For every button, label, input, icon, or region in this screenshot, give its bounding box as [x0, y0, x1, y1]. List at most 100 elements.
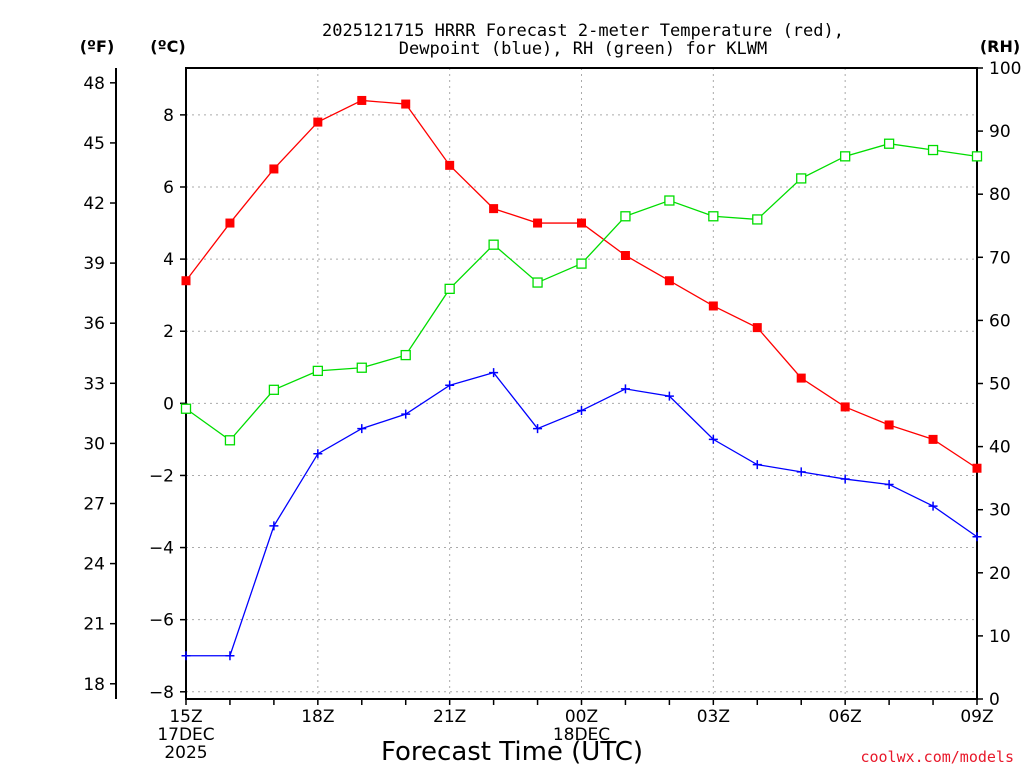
rh-point — [796, 173, 807, 184]
fahrenheit-tick-label: 27 — [83, 494, 105, 514]
rh-point — [840, 151, 851, 162]
temperature-point — [269, 164, 279, 174]
rh-tick-label: 70 — [989, 248, 1011, 268]
rh-point — [971, 151, 983, 162]
temperature-point — [928, 434, 938, 444]
temperature-point — [664, 276, 674, 286]
x-axis-label: Forecast Time (UTC) — [381, 737, 643, 767]
plot-frame — [185, 67, 978, 700]
dewpoint-point — [884, 479, 894, 489]
x-tick-label: 2025 — [164, 743, 207, 763]
dewpoint-point — [972, 532, 982, 542]
x-tick-label: 09Z — [960, 707, 993, 727]
rh-tick-label: 60 — [989, 311, 1011, 331]
rh-point — [576, 258, 587, 269]
temperature-point — [840, 402, 850, 412]
celsius-tick-label: −6 — [149, 611, 174, 631]
celsius-tick-label: 4 — [163, 250, 174, 270]
rh-point — [927, 144, 939, 156]
x-tick-label: 21Z — [433, 707, 466, 727]
dewpoint-point — [357, 424, 367, 434]
dewpoint-point — [181, 651, 191, 661]
dewpoint-point — [269, 521, 279, 531]
celsius-tick-label: 0 — [163, 394, 174, 414]
temperature-point — [181, 276, 191, 286]
x-tick-label: 06Z — [829, 707, 862, 727]
temperature-point — [577, 218, 586, 228]
temperature-point — [445, 160, 455, 170]
temperature-point — [533, 218, 543, 228]
rh-tick-label: 100 — [989, 59, 1021, 79]
rh-tick-label: 90 — [989, 122, 1011, 142]
rh-tick-label: 50 — [989, 375, 1011, 395]
celsius-tick-label: 8 — [163, 106, 174, 126]
rh-point — [400, 349, 411, 361]
temperature-point — [708, 301, 718, 311]
fahrenheit-tick-label: 42 — [83, 194, 105, 214]
dewpoint-point — [489, 368, 499, 378]
rh-axis-label: (RH) — [980, 37, 1020, 56]
temperature-point — [313, 117, 323, 127]
rh-tick-label: 0 — [989, 690, 1000, 710]
fahrenheit-tick-label: 30 — [83, 434, 105, 454]
x-tick-label: 18Z — [301, 707, 334, 727]
dewpoint-point — [796, 467, 806, 477]
celsius-tick-label: −4 — [149, 539, 174, 559]
dewpoint-point — [577, 406, 586, 416]
x-tick-label: 15Z — [169, 707, 202, 727]
celsius-tick-label: −2 — [149, 466, 174, 486]
temperature-point — [752, 323, 762, 333]
dewpoint-point — [313, 449, 323, 459]
fahrenheit-axis-label: (ºF) — [80, 37, 115, 56]
rh-point — [664, 195, 675, 206]
dewpoint-line — [186, 371, 978, 657]
tick-labels: 1821242730333639424548−8−6−4−20246801020… — [83, 59, 1021, 763]
fahrenheit-tick-label: 36 — [83, 314, 105, 334]
rh-point — [708, 211, 719, 222]
source-watermark: coolwx.com/models — [860, 748, 1014, 766]
rh-tick-label: 80 — [989, 185, 1011, 205]
dewpoint-point — [620, 384, 630, 394]
rh-point — [444, 283, 455, 295]
rh-tick-label: 30 — [989, 501, 1011, 521]
temperature-point — [401, 99, 411, 109]
fahrenheit-tick-label: 39 — [83, 254, 105, 274]
dewpoint-point — [928, 501, 938, 511]
dewpoint-point — [664, 391, 674, 401]
celsius-tick-label: −8 — [149, 683, 174, 703]
fahrenheit-tick-label: 33 — [83, 374, 105, 394]
dewpoint-point — [225, 651, 235, 661]
fahrenheit-tick-label: 21 — [83, 615, 105, 635]
rh-point — [356, 362, 367, 373]
temperature-point — [620, 250, 630, 260]
rh-point — [312, 365, 323, 377]
rh-tick-label: 10 — [989, 627, 1011, 647]
x-tick-label: 00Z — [565, 707, 598, 727]
grid-lines — [186, 68, 977, 699]
fahrenheit-tick-label: 24 — [83, 555, 105, 575]
rh-point — [532, 277, 543, 288]
rh-point — [268, 384, 280, 395]
dewpoint-point — [533, 424, 543, 434]
rh-point — [620, 211, 631, 222]
rh-point — [752, 214, 763, 225]
temperature-point — [225, 218, 235, 228]
chart-subtitle: Dewpoint (blue), RH (green) for KLWM — [399, 39, 767, 59]
fahrenheit-tick-label: 18 — [83, 675, 105, 695]
temperature-point — [489, 204, 499, 214]
rh-point — [224, 435, 236, 446]
x-tick-label: 03Z — [697, 707, 730, 727]
rh-point — [180, 403, 192, 414]
celsius-tick-label: 6 — [163, 178, 174, 198]
fahrenheit-tick-label: 45 — [83, 134, 105, 154]
data-series — [180, 95, 983, 661]
dewpoint-point — [840, 474, 850, 484]
temperature-point — [884, 420, 894, 430]
x-tick-label: 18DEC — [553, 725, 610, 745]
dewpoint-point — [445, 380, 455, 390]
rh-tick-label: 20 — [989, 564, 1011, 584]
temperature-point — [357, 95, 367, 105]
rh-tick-label: 40 — [989, 438, 1011, 458]
axes — [110, 67, 983, 705]
